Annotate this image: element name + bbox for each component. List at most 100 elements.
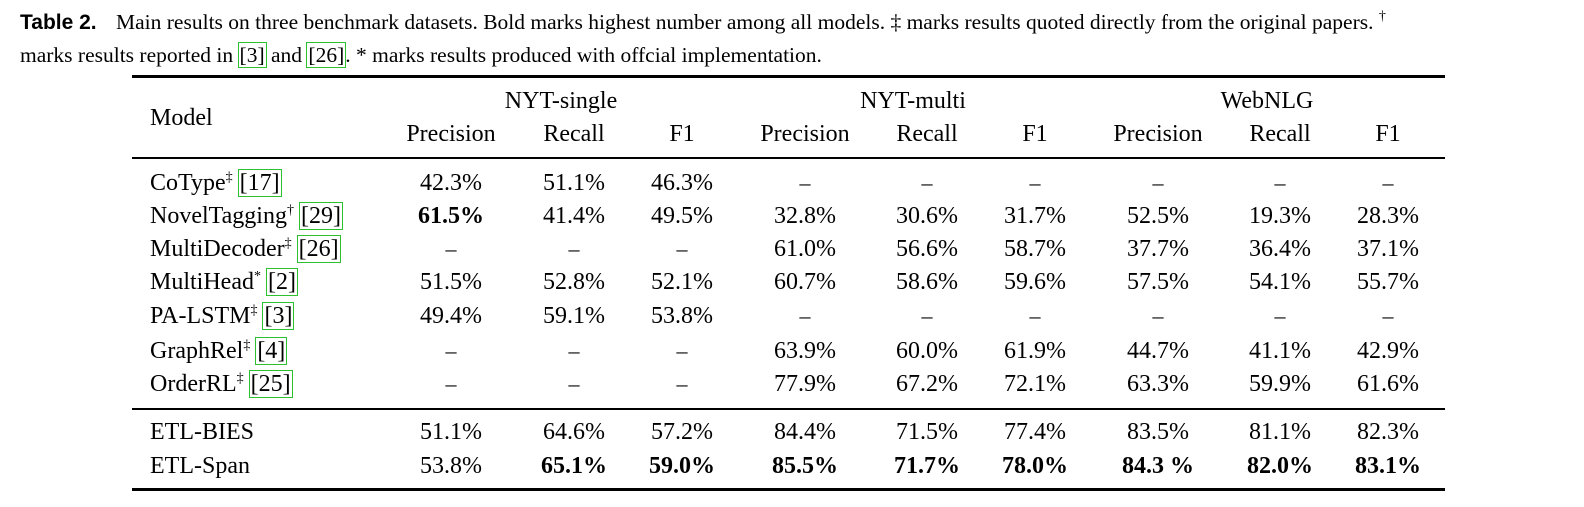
caption-text-1: Main results on three benchmark datasets… [116, 10, 886, 34]
metric-column-header: Recall [896, 121, 958, 147]
metric-value-cell: 55.7% [1357, 269, 1419, 295]
model-name: ETL-Span [150, 453, 250, 479]
metric-value-cell: 85.5% [772, 453, 838, 479]
metric-value-cell: 53.8% [420, 453, 482, 479]
model-name-cell: NovelTagging† [29] [150, 201, 343, 231]
metric-value-cell: 61.6% [1357, 371, 1419, 397]
empty-value-cell: – [676, 236, 688, 261]
model-name-cell: ETL-Span [150, 451, 250, 481]
caption-text-4: . [345, 43, 351, 67]
empty-value-cell: – [1382, 303, 1394, 328]
metric-value-cell: 58.7% [1004, 236, 1066, 262]
metric-value-cell: 63.3% [1127, 371, 1189, 397]
metric-value-cell: 53.8% [651, 303, 713, 329]
metric-value-cell: 59.9% [1249, 371, 1311, 397]
metric-value-cell: 61.0% [774, 236, 836, 262]
metric-value-cell: 30.6% [896, 203, 958, 229]
citation-link[interactable]: [3] [262, 302, 295, 330]
metric-value-cell: 71.5% [896, 419, 958, 445]
metric-value-cell: 78.0% [1002, 453, 1068, 479]
citation-link[interactable]: [4] [255, 337, 288, 365]
metric-value-cell: 63.9% [774, 338, 836, 364]
metric-value-cell: 19.3% [1249, 203, 1311, 229]
model-name-cell: ETL-BIES [150, 417, 254, 447]
empty-value-cell: – [799, 303, 811, 328]
caption-label: Table 2. [20, 11, 97, 34]
double-dagger-symbol: ‡ [890, 10, 902, 34]
empty-value-cell: – [568, 338, 580, 363]
citation-link-3[interactable]: [3] [237, 42, 267, 68]
empty-value-cell: – [1029, 170, 1041, 195]
metric-value-cell: 64.6% [543, 419, 605, 445]
metric-value-cell: 49.5% [651, 203, 713, 229]
metric-value-cell: 31.7% [1004, 203, 1066, 229]
metric-value-cell: 72.1% [1004, 371, 1066, 397]
metric-value-cell: 54.1% [1249, 269, 1311, 295]
footnote-mark: ‡ [236, 371, 244, 386]
footnote-mark: * [253, 269, 261, 284]
empty-value-cell: – [799, 170, 811, 195]
metric-value-cell: 36.4% [1249, 236, 1311, 262]
metric-value-cell: 51.5% [420, 269, 482, 295]
dataset-group-header: NYT-multi [860, 88, 966, 114]
metric-column-header: Precision [1113, 121, 1203, 147]
metric-value-cell: 77.4% [1004, 419, 1066, 445]
model-name: GraphRel [150, 338, 244, 364]
citation-link[interactable]: [2] [265, 268, 298, 296]
metric-column-header: Precision [406, 121, 496, 147]
footnote-mark: ‡ [284, 236, 292, 251]
table-bottom-rule [132, 488, 1445, 491]
empty-value-cell: – [568, 236, 580, 261]
metric-value-cell: 60.7% [774, 269, 836, 295]
metric-column-header: F1 [669, 121, 695, 147]
model-name-cell: PA-LSTM‡ [3] [150, 301, 295, 331]
metric-value-cell: 51.1% [543, 170, 605, 196]
dataset-group-header: WebNLG [1220, 88, 1314, 114]
metric-column-header: Precision [760, 121, 850, 147]
model-name-cell: MultiHead* [2] [150, 267, 298, 297]
model-name: PA-LSTM [150, 303, 251, 329]
citation-link[interactable]: [29] [298, 202, 343, 230]
metric-value-cell: 81.1% [1249, 419, 1311, 445]
metric-value-cell: 67.2% [896, 371, 958, 397]
model-name: NovelTagging [150, 203, 287, 229]
metric-value-cell: 28.3% [1357, 203, 1419, 229]
empty-value-cell: – [445, 338, 457, 363]
empty-value-cell: – [1152, 303, 1164, 328]
metric-value-cell: 59.1% [543, 303, 605, 329]
empty-value-cell: – [676, 371, 688, 396]
metric-value-cell: 44.7% [1127, 338, 1189, 364]
metric-value-cell: 52.5% [1127, 203, 1189, 229]
citation-link-26[interactable]: [26] [306, 42, 347, 68]
caption-and: and [270, 43, 303, 67]
metric-value-cell: 60.0% [896, 338, 958, 364]
caption-text-2: marks results quoted directly from the o… [906, 10, 1374, 34]
model-column-header: Model [150, 105, 213, 131]
metric-column-header: F1 [1022, 121, 1048, 147]
empty-value-cell: – [1029, 303, 1041, 328]
footnote-mark: ‡ [250, 303, 258, 318]
model-name-cell: OrderRL‡ [25] [150, 369, 293, 399]
model-name: MultiDecoder [150, 236, 285, 262]
metric-column-header: F1 [1375, 121, 1401, 147]
metric-value-cell: 83.5% [1127, 419, 1189, 445]
metric-value-cell: 52.1% [651, 269, 713, 295]
table-caption: Table 2. Main results on three benchmark… [20, 6, 1570, 72]
model-name-cell: GraphRel‡ [4] [150, 336, 288, 366]
model-name-cell: MultiDecoder‡ [26] [150, 234, 341, 264]
citation-link[interactable]: [17] [237, 169, 282, 197]
metric-value-cell: 32.8% [774, 203, 836, 229]
citation-link[interactable]: [26] [296, 235, 341, 263]
metric-value-cell: 57.2% [651, 419, 713, 445]
metric-value-cell: 61.5% [418, 203, 484, 229]
asterisk-symbol: * [355, 43, 367, 67]
empty-value-cell: – [1274, 303, 1286, 328]
footnote-mark: † [286, 203, 294, 218]
empty-value-cell: – [568, 371, 580, 396]
model-name: OrderRL [150, 371, 237, 397]
metric-value-cell: 84.4% [774, 419, 836, 445]
citation-link[interactable]: [25] [248, 370, 293, 398]
metric-value-cell: 61.9% [1004, 338, 1066, 364]
proposed-models-rule [132, 408, 1445, 410]
metric-value-cell: 41.4% [543, 203, 605, 229]
